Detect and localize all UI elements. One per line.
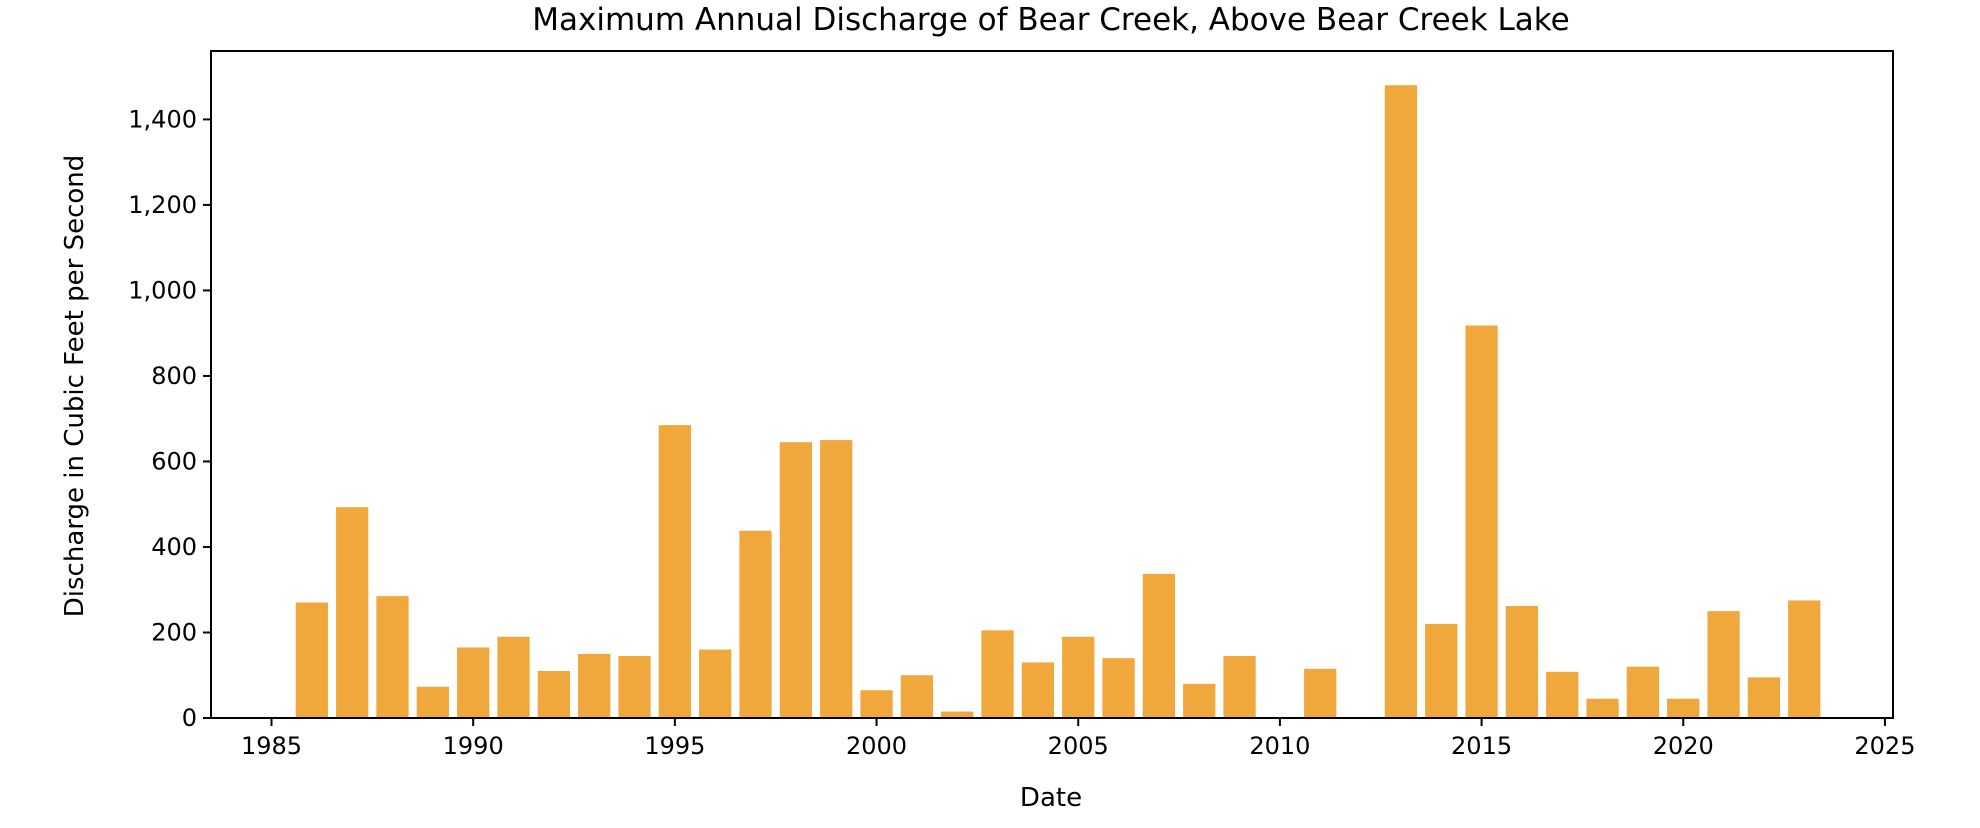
- y-tick-label: 1,000: [128, 276, 197, 304]
- bar-2004: [1021, 662, 1055, 718]
- bar-1992: [537, 670, 570, 718]
- bar-1989: [416, 686, 449, 718]
- bar-2020: [1667, 698, 1700, 718]
- y-tick-label: 200: [151, 618, 197, 646]
- bar-1997: [739, 530, 772, 718]
- bar-2016: [1505, 605, 1539, 718]
- plot-frame: [210, 50, 1894, 719]
- bar-1993: [578, 653, 611, 718]
- bar-1994: [618, 656, 651, 718]
- y-axis-label: Discharge in Cubic Feet per Second: [60, 155, 90, 618]
- bar-2014: [1425, 623, 1458, 718]
- bar-2011: [1304, 668, 1337, 718]
- bar-2019: [1626, 666, 1660, 718]
- bar-1998: [779, 442, 813, 718]
- bar-2008: [1183, 683, 1216, 718]
- bar-1990: [457, 647, 490, 718]
- bar-1999: [820, 440, 853, 718]
- bar-2009: [1223, 656, 1256, 718]
- chart-title: Maximum Annual Discharge of Bear Creek, …: [532, 2, 1569, 38]
- y-axis-ticks: 0 200 400 600 800 1,000 1,200 1,400: [128, 105, 211, 732]
- y-tick-label: 1,400: [128, 105, 197, 133]
- bar-2007: [1142, 573, 1176, 718]
- y-tick-label: 0: [182, 704, 197, 732]
- bar-1991: [497, 636, 530, 718]
- x-tick-label: 2015: [1451, 732, 1512, 760]
- x-tick-label: 2025: [1854, 732, 1915, 760]
- bar-2005: [1062, 636, 1095, 718]
- bar-2017: [1546, 671, 1579, 718]
- x-tick-label: 1985: [241, 732, 302, 760]
- bar-2021: [1707, 611, 1740, 718]
- bar-2000: [860, 690, 893, 718]
- x-tick-label: 2010: [1249, 732, 1310, 760]
- x-axis-label: Date: [1020, 783, 1082, 813]
- x-tick-label: 2000: [846, 732, 907, 760]
- bar-1995: [658, 425, 691, 718]
- bar-1996: [699, 649, 732, 718]
- y-tick-label: 600: [151, 447, 197, 475]
- bar-2001: [900, 675, 934, 718]
- y-tick-label: 1,200: [128, 191, 197, 219]
- x-tick-label: 2020: [1653, 732, 1714, 760]
- x-axis-ticks: 1985 1990 1995 2000 2005 2010 2015 2020 2025: [241, 718, 1915, 760]
- y-tick-label: 800: [151, 362, 197, 390]
- bar-1987: [336, 507, 369, 718]
- bar-2006: [1102, 658, 1135, 718]
- bar-2018: [1586, 698, 1619, 718]
- y-tick-label: 400: [151, 533, 197, 561]
- bar-2003: [981, 630, 1014, 718]
- bar-2023: [1788, 600, 1821, 718]
- x-tick-label: 1995: [644, 732, 705, 760]
- bar-1988: [376, 596, 409, 718]
- x-tick-label: 2005: [1048, 732, 1109, 760]
- bar-2015: [1465, 325, 1498, 718]
- bar-2022: [1747, 677, 1781, 718]
- bars-group: [295, 85, 1821, 718]
- bar-2013: [1384, 85, 1418, 718]
- bar-1986: [295, 602, 328, 718]
- x-tick-label: 1990: [443, 732, 504, 760]
- bar-2002: [941, 711, 974, 718]
